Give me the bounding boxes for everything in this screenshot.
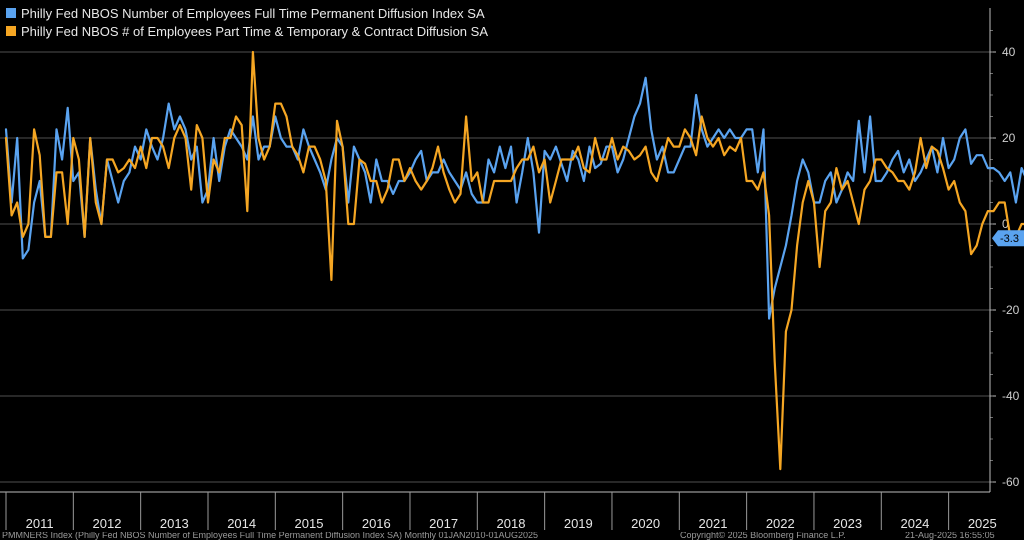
- y-tick-label: 40: [1002, 45, 1016, 59]
- y-tick-label: 20: [1002, 131, 1016, 145]
- x-tick-label: 2012: [93, 516, 122, 531]
- legend-swatch-full-time: [6, 8, 16, 18]
- legend-swatch-part-time: [6, 26, 16, 36]
- x-tick-label: 2014: [227, 516, 256, 531]
- legend-label-full-time: Philly Fed NBOS Number of Employees Full…: [21, 5, 485, 21]
- x-tick-label: 2025: [968, 516, 997, 531]
- series-line-part-time: [4, 50, 1024, 471]
- x-tick-label: 2021: [699, 516, 728, 531]
- legend: Philly Fed NBOS Number of Employees Full…: [0, 4, 494, 40]
- last-value-badge: [992, 230, 1024, 247]
- series-lines: [4, 50, 1024, 471]
- footer-source: PMMNERS Index (Philly Fed NBOS Number of…: [2, 532, 539, 540]
- series-line-full-time: [4, 76, 1024, 320]
- x-tick-label: 2023: [833, 516, 862, 531]
- x-tick-label: 2022: [766, 516, 795, 531]
- x-tick-label: 2018: [497, 516, 526, 531]
- x-tick-label: 2016: [362, 516, 391, 531]
- x-tick-label: 2017: [429, 516, 458, 531]
- x-tick-label: 2013: [160, 516, 189, 531]
- y-tick-label: 0: [1002, 217, 1009, 231]
- x-tick-label: 2024: [900, 516, 929, 531]
- x-tick-label: 2015: [295, 516, 324, 531]
- x-tick-label: 2011: [26, 516, 54, 531]
- y-tick-label: -20: [1002, 303, 1020, 317]
- legend-item-full-time: Philly Fed NBOS Number of Employees Full…: [0, 4, 494, 22]
- y-tick-label: -60: [1002, 475, 1020, 489]
- y-tick-label: -40: [1002, 389, 1020, 403]
- last-value-marker: -3.3: [992, 230, 1024, 247]
- x-axis: 2011 2012 2013 2014 2015 2016 2017 2018 2019 2020…: [0, 491, 997, 531]
- footer: PMMNERS Index (Philly Fed NBOS Number of…: [0, 532, 1024, 540]
- legend-label-part-time: Philly Fed NBOS # of Employees Part Time…: [21, 23, 488, 39]
- y-axis: 40 20 0 -20 -40 -60: [989, 8, 1020, 492]
- x-tick-label: 2020: [631, 516, 660, 531]
- grid-lines: [0, 51, 990, 483]
- last-value-label: -3.3: [1000, 233, 1019, 245]
- footer-copyright: Copyright© 2025 Bloomberg Finance L.P.: [680, 532, 846, 540]
- legend-item-part-time: Philly Fed NBOS # of Employees Part Time…: [0, 22, 494, 40]
- footer-timestamp: 21-Aug-2025 16:55:05: [905, 532, 995, 540]
- x-tick-label: 2019: [564, 516, 593, 531]
